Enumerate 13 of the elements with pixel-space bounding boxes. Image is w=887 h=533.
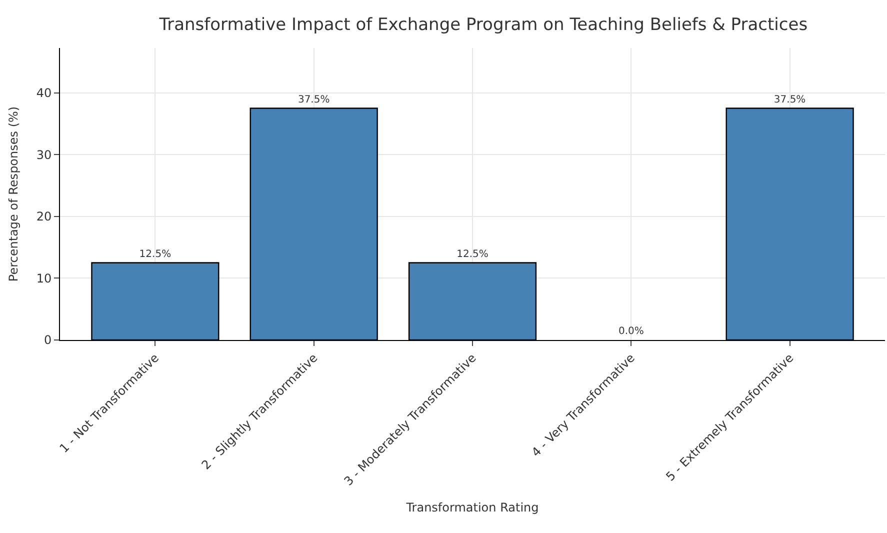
chart-title: Transformative Impact of Exchange Program on Teaching Beliefs & Practices (158, 14, 808, 35)
y-tick-label: 40 (36, 86, 52, 100)
y-tick-label: 20 (36, 210, 52, 224)
y-tick-label: 30 (36, 148, 52, 162)
data-label: 12.5% (139, 248, 172, 260)
y-tick-label: 10 (36, 271, 52, 286)
y-tick-label: 0 (44, 333, 52, 348)
data-label: 0.0% (618, 326, 644, 337)
data-label: 37.5% (774, 94, 806, 106)
data-label: 37.5% (298, 94, 330, 106)
y-axis-title: Percentage of Responses (%) (6, 106, 21, 282)
data-label: 12.5% (456, 248, 488, 260)
x-axis-title: Transformation Rating (405, 500, 539, 514)
